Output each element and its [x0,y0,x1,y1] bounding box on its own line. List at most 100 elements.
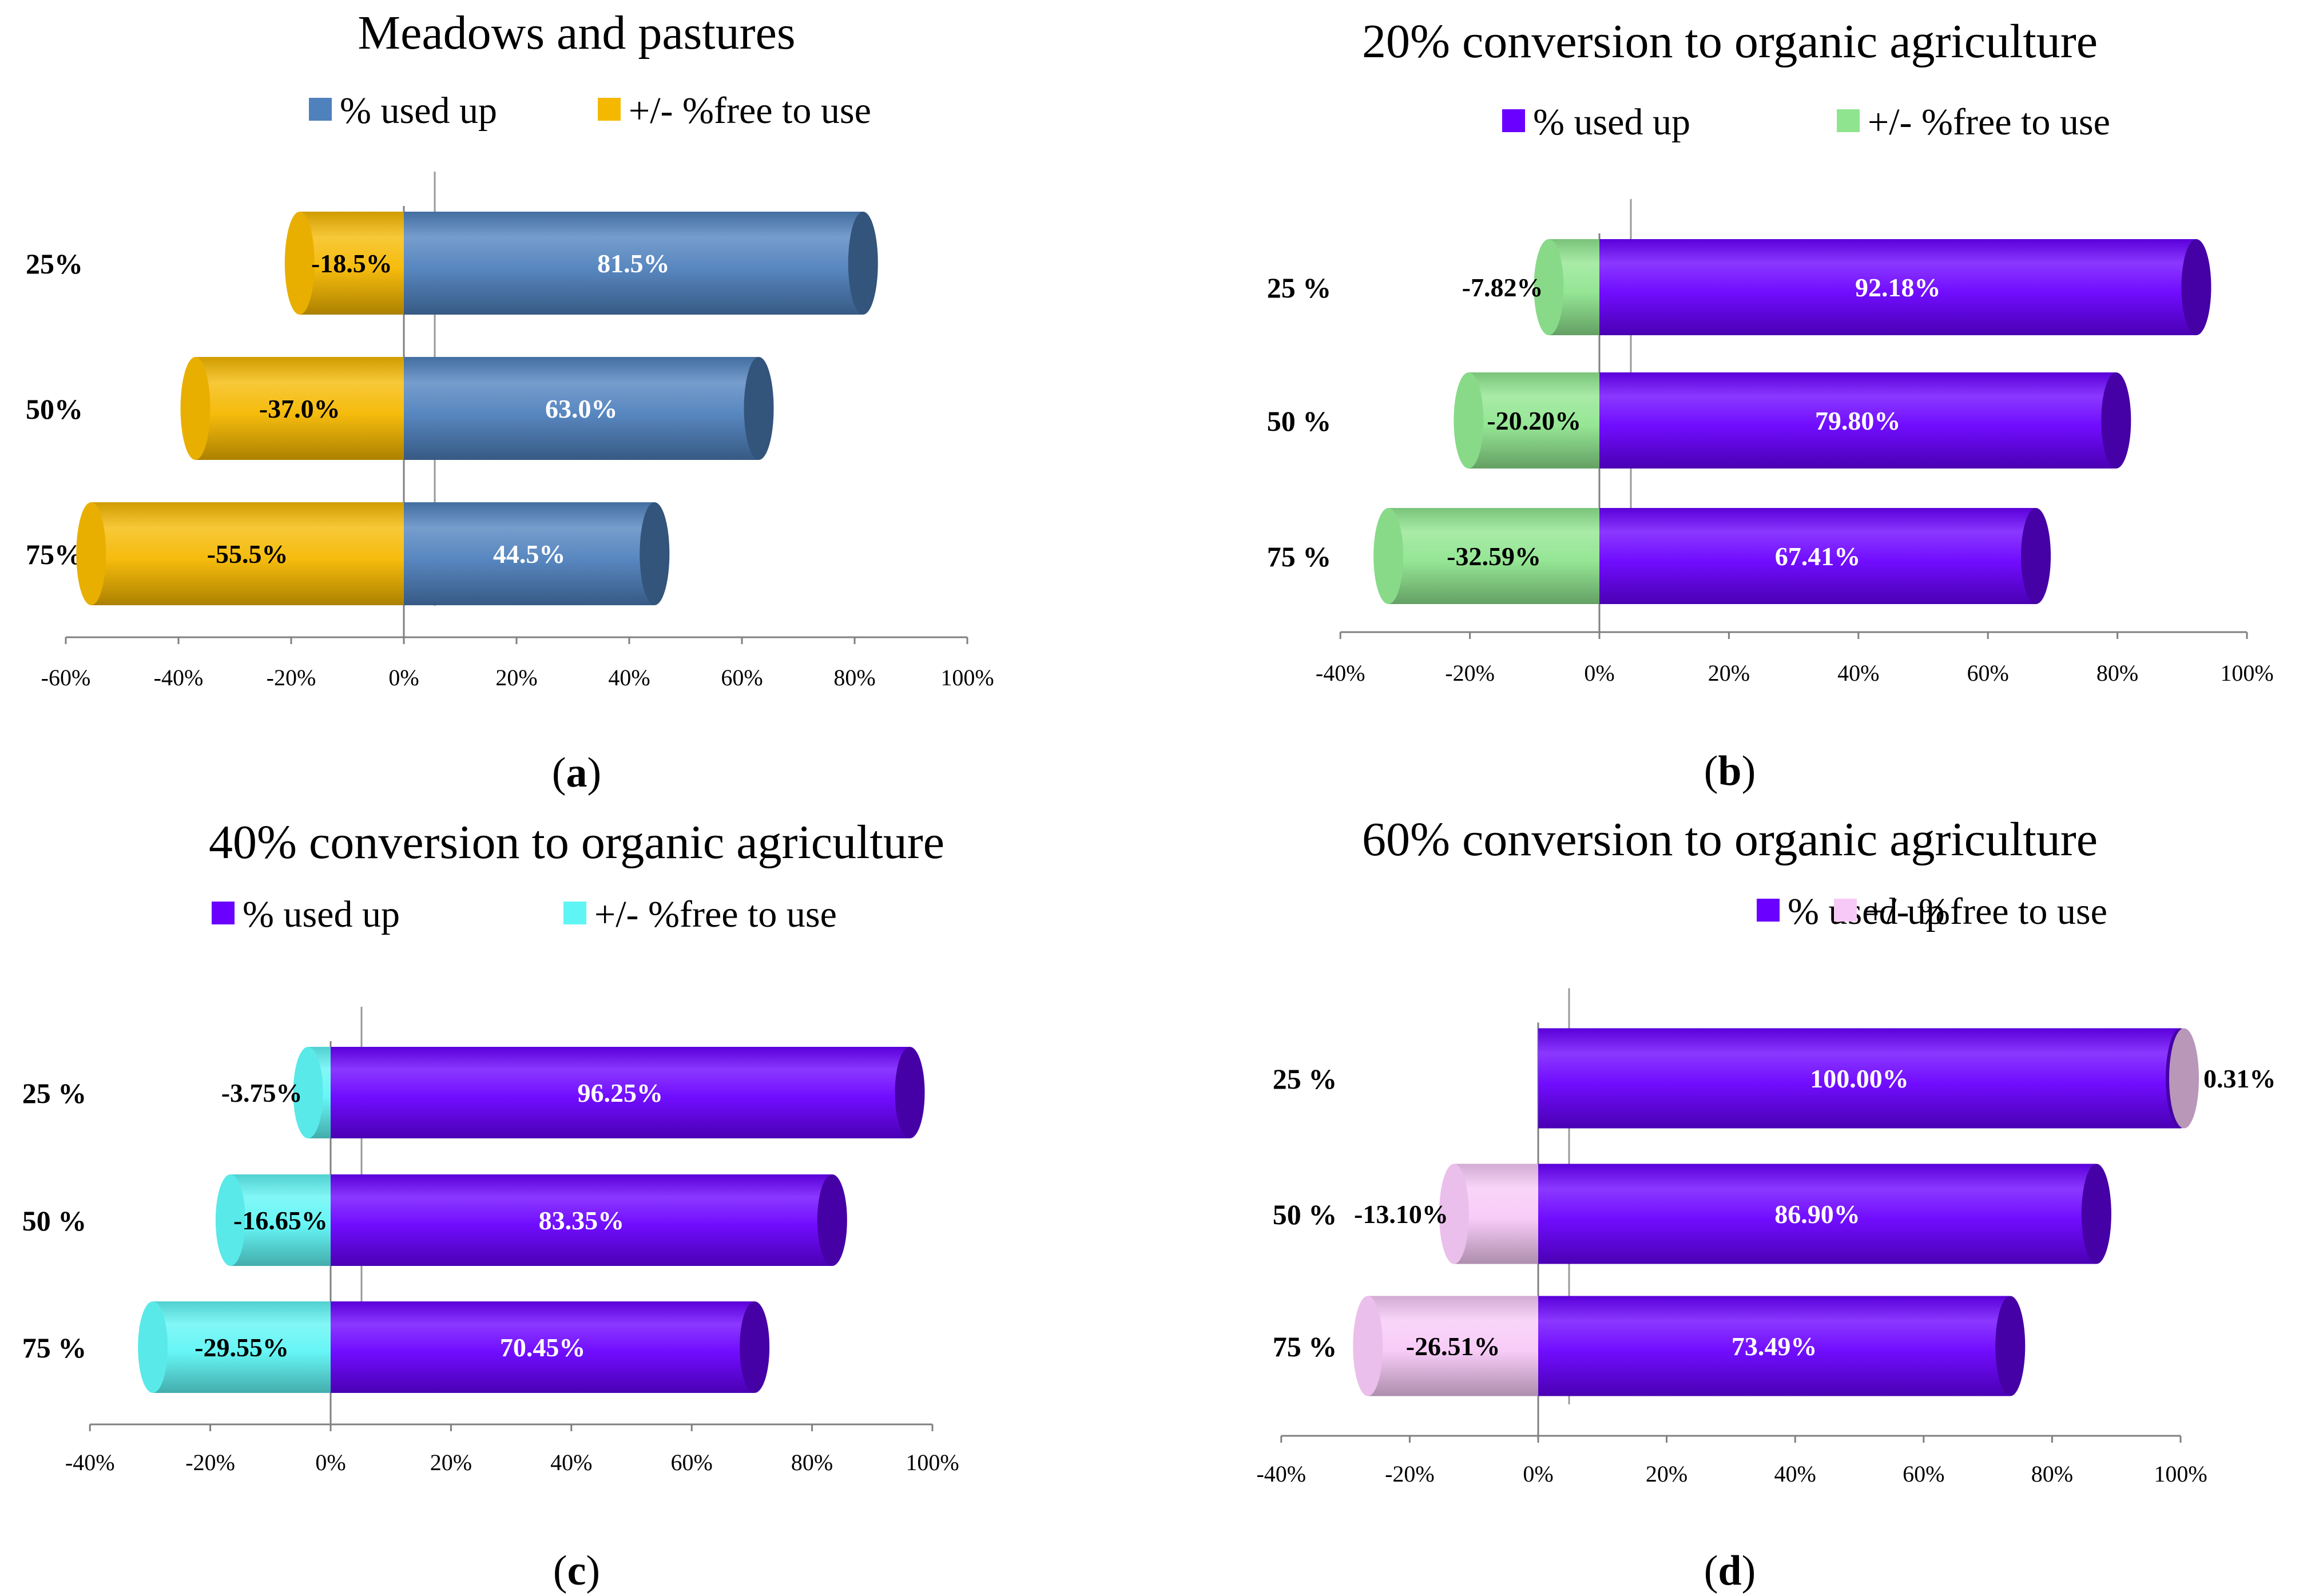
bar-used-up-end [2181,239,2211,335]
legend-swatch [1757,899,1780,922]
bar-free-to-use-end [293,1047,323,1138]
data-label: -7.82% [1462,273,1543,302]
legend-free-to-use: +/- %free to use [629,90,871,132]
category-label: 25% [26,248,83,280]
bar-free-to-use-end [76,502,106,605]
bar-free-to-use [230,1174,331,1266]
data-label: -13.10% [1354,1200,1448,1229]
x-tick-label: 0% [315,1450,346,1475]
bar-used-up [1538,1164,2096,1264]
x-tick-label: -40% [1256,1461,1306,1487]
category-label: 75 % [1267,541,1332,573]
data-label: 73.49% [1732,1332,1817,1361]
data-label: 96.25% [578,1078,664,1107]
x-tick-label: 0% [388,665,419,690]
x-tick-label: -40% [154,665,204,690]
bar-free-to-use [1368,1296,1538,1396]
x-tick-label: 0% [1584,660,1614,686]
x-tick-label: 60% [721,665,763,690]
x-tick-label: 100% [2220,660,2273,686]
category-label: 25 % [1273,1063,1337,1095]
category-label: 25 % [22,1077,87,1109]
bar-used-up-end [740,1301,770,1393]
panel-d: 60% conversion to organic agriculture % u… [1153,798,2306,1596]
bar-used-up [1599,508,2036,604]
bar-used-up [404,502,655,605]
legend-swatch [309,98,332,121]
x-tick-label: 80% [833,665,875,690]
bar-used-up [331,1174,832,1266]
bar-used-up [1599,239,2197,335]
x-tick-label: 100% [906,1450,959,1475]
data-label: 92.18% [1855,273,1941,302]
data-label: -20.20% [1487,406,1581,435]
bar-free-to-use [1454,1164,1538,1264]
x-tick-label: 40% [550,1450,592,1475]
bar-free-to-use-end [215,1174,245,1266]
chart-svg: 20% conversion to organic agriculture % u… [1267,15,2274,795]
bar-free-to-use-end [180,357,211,460]
bar-free-to-use [1468,372,1599,469]
panel-caption: (c) [553,1547,600,1594]
bar-used-up [331,1047,910,1138]
bar-free-to-use-end [284,212,315,315]
bar-used-up-end [895,1047,925,1138]
panel-b: 20% conversion to organic agriculture % u… [1153,0,2306,798]
bar-used-up [331,1301,755,1393]
data-label: 86.90% [1774,1200,1860,1229]
bar-free-to-use [91,502,404,605]
legend-free-to-use: +/- %free to use [594,894,837,935]
chart-svg: 60% conversion to organic agriculture % u… [1256,813,2276,1594]
legend-used-up: % used up [243,894,400,935]
x-tick-label: -20% [1445,660,1495,686]
legend-used-up: % used up [340,90,497,132]
x-tick-label: 80% [2031,1461,2073,1487]
x-tick-label: 0% [1523,1461,1553,1487]
x-tick-label: 40% [608,665,650,690]
x-tick-label: -40% [1316,660,1365,686]
bar-free-to-use [1388,508,1599,604]
data-label: 0.31% [2203,1064,2276,1093]
bar-used-up [1538,1296,2011,1396]
x-tick-label: -60% [41,665,91,690]
data-label: -26.51% [1406,1332,1500,1361]
chart-title: Meadows and pastures [358,6,795,59]
category-label: 25 % [1267,272,1332,304]
category-label: 50 % [1273,1198,1337,1230]
panel-caption: (a) [552,749,601,796]
data-label: -32.59% [1447,542,1541,571]
bar-used-up-end [848,212,878,315]
category-label: 50 % [22,1205,87,1237]
bar-free-to-use-end [2169,1028,2199,1129]
x-tick-label: 20% [495,665,537,690]
bar-used-up-end [2081,1164,2111,1264]
bar-free-to-use-end [138,1301,168,1393]
x-tick-label: 40% [1837,660,1879,686]
bar-free-to-use-end [1454,372,1484,469]
bar-used-up-end [817,1174,847,1266]
x-tick-label: 60% [1903,1461,1944,1487]
data-label: 44.5% [493,539,566,569]
data-label: 67.41% [1775,542,1861,571]
bar-free-to-use [299,212,404,315]
bar-used-up-end [2101,372,2131,469]
x-tick-label: -20% [1385,1461,1435,1487]
x-tick-label: 60% [1967,660,2009,686]
category-label: 75 % [1273,1331,1337,1363]
bar-used-up [404,357,759,460]
bar-used-up-end [744,357,774,460]
x-tick-label: 40% [1774,1461,1816,1487]
x-tick-label: -20% [267,665,316,690]
bar-free-to-use-end [1353,1296,1383,1396]
bar-free-to-use [195,357,404,460]
x-tick-label: 80% [791,1450,833,1475]
bar-used-up [1599,372,2117,469]
x-tick-label: 20% [430,1450,472,1475]
legend-swatch [1502,109,1525,132]
x-tick-label: 20% [1646,1461,1687,1487]
data-label: -55.5% [207,539,288,569]
bar-free-to-use-end [1534,239,1564,335]
chart-title: 60% conversion to organic agriculture [1362,813,2098,866]
bar-free-to-use [153,1301,331,1393]
data-label: -18.5% [311,249,392,278]
